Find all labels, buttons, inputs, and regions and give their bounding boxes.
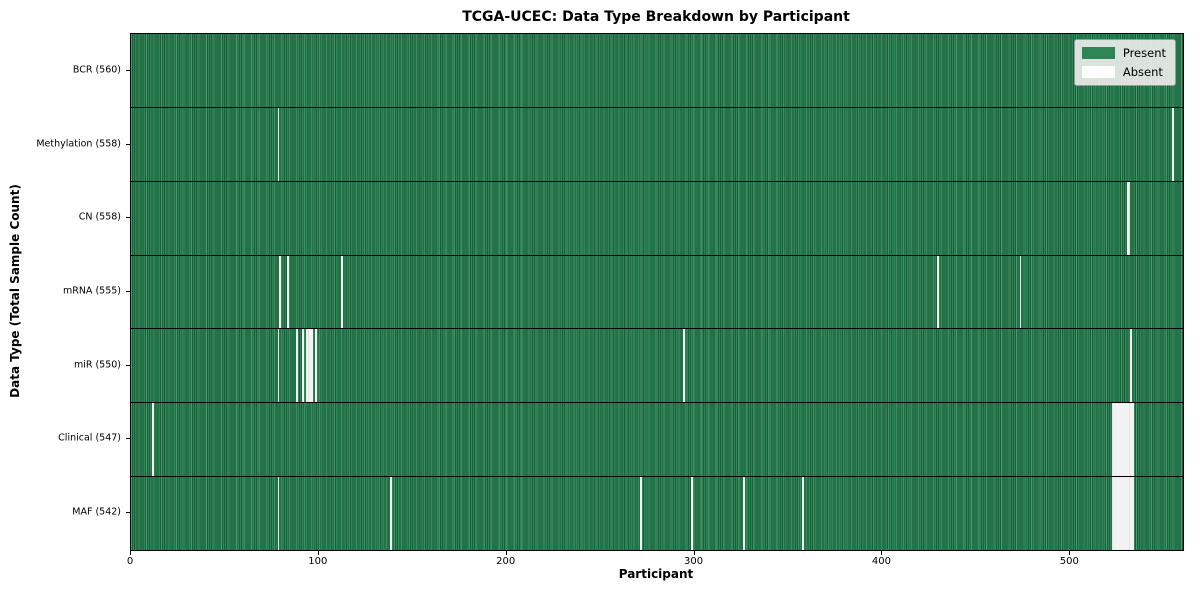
x-tick	[1069, 551, 1071, 555]
row-mir	[131, 328, 1183, 403]
x-tick-label: 500	[1059, 556, 1079, 567]
y-tick-label: BCR (560)	[72, 64, 121, 76]
absent-stripe	[305, 329, 308, 403]
absent-stripe	[683, 329, 686, 403]
absent-stripe	[1132, 477, 1135, 551]
y-tick	[126, 512, 130, 514]
y-tick	[126, 438, 130, 440]
absent-stripe	[279, 255, 282, 329]
absent-stripe	[286, 255, 289, 329]
absent-stripe	[936, 255, 939, 329]
absent-stripe	[1119, 403, 1121, 477]
y-tick	[126, 291, 130, 292]
absent-stripe	[1113, 477, 1116, 551]
y-tick	[126, 217, 130, 219]
x-tick-label: 100	[308, 556, 328, 567]
absent-stripe	[1121, 477, 1123, 551]
absent-swatch	[1081, 66, 1115, 78]
absent-stripe	[743, 477, 746, 551]
legend: Present Absent	[1073, 39, 1176, 86]
absent-stripe	[1115, 477, 1118, 551]
row-methylation	[131, 106, 1183, 181]
absent-stripe	[315, 329, 317, 403]
row-cn	[131, 180, 1183, 255]
x-axis-title: Participant	[618, 567, 694, 581]
absent-stripe	[1019, 255, 1022, 329]
absent-stripe	[390, 477, 393, 551]
y-axis: BCR (560) Methylation (558) CN (558) mRNA (…	[0, 33, 130, 549]
x-axis: 0 100 200 300 400 500	[126, 550, 1182, 568]
x-tick	[317, 551, 319, 555]
absent-stripe	[1126, 181, 1129, 255]
absent-stripe	[1111, 403, 1114, 477]
absent-stripe	[1132, 403, 1135, 477]
y-tick	[126, 69, 130, 71]
absent-stripe	[1128, 477, 1131, 551]
y-tick-label: Methylation (558)	[36, 138, 121, 150]
x-tick-label: 0	[126, 556, 134, 567]
absent-stripe	[1126, 403, 1129, 477]
absent-stripe	[1130, 329, 1133, 403]
absent-stripe	[1117, 477, 1120, 551]
x-tick-label: 200	[496, 556, 516, 567]
absent-stripe	[307, 329, 310, 403]
absent-stripe	[1124, 403, 1127, 477]
absent-stripe	[296, 329, 299, 403]
y-tick-label: mRNA (555)	[62, 285, 121, 297]
row-clinical	[131, 402, 1183, 477]
x-tick	[130, 551, 131, 555]
absent-stripe	[341, 255, 344, 329]
absent-stripe	[1122, 403, 1125, 477]
absent-stripe	[801, 477, 804, 551]
y-tick-label: miR (550)	[73, 359, 121, 371]
plot-area: Present Absent	[130, 33, 1184, 551]
row-maf	[131, 476, 1183, 551]
absent-stripe	[1126, 477, 1129, 551]
absent-stripe	[690, 477, 693, 551]
y-tick	[126, 143, 130, 145]
absent-stripe	[151, 403, 154, 477]
absent-stripe	[1111, 477, 1114, 551]
legend-entry-present: Present	[1081, 46, 1166, 60]
absent-stripe	[1117, 403, 1120, 477]
absent-stripe	[311, 329, 314, 403]
absent-stripe	[277, 477, 280, 551]
absent-stripe	[1115, 403, 1118, 477]
absent-stripe	[301, 329, 304, 403]
row-bcr	[131, 34, 1183, 107]
absent-stripe	[1130, 403, 1133, 477]
absent-stripe	[277, 329, 280, 403]
present-swatch	[1081, 47, 1115, 59]
absent-stripe	[1119, 477, 1121, 551]
y-tick-label: CN (558)	[78, 211, 121, 223]
absent-stripe	[1171, 107, 1174, 181]
y-tick-label: MAF (542)	[72, 506, 121, 518]
x-tick	[693, 551, 695, 555]
x-tick-label: 400	[871, 556, 891, 567]
absent-stripe	[640, 477, 642, 551]
absent-stripe	[1122, 477, 1125, 551]
x-tick-label: 300	[684, 556, 704, 567]
x-tick	[505, 551, 507, 555]
absent-stripe	[1124, 477, 1127, 551]
chart-title: TCGA-UCEC: Data Type Breakdown by Partic…	[462, 9, 850, 25]
legend-label: Absent	[1122, 65, 1163, 79]
legend-entry-absent: Absent	[1081, 65, 1166, 79]
absent-stripe	[1121, 403, 1123, 477]
absent-stripe	[1128, 403, 1131, 477]
absent-stripe	[277, 107, 280, 181]
y-tick-label: Clinical (547)	[58, 432, 121, 444]
absent-stripe	[309, 329, 312, 403]
absent-stripe	[1113, 403, 1116, 477]
absent-stripe	[1128, 181, 1131, 255]
legend-label: Present	[1122, 46, 1166, 60]
absent-stripe	[1130, 477, 1133, 551]
x-tick	[881, 551, 883, 555]
row-mrna	[131, 254, 1183, 329]
y-tick	[126, 364, 130, 366]
